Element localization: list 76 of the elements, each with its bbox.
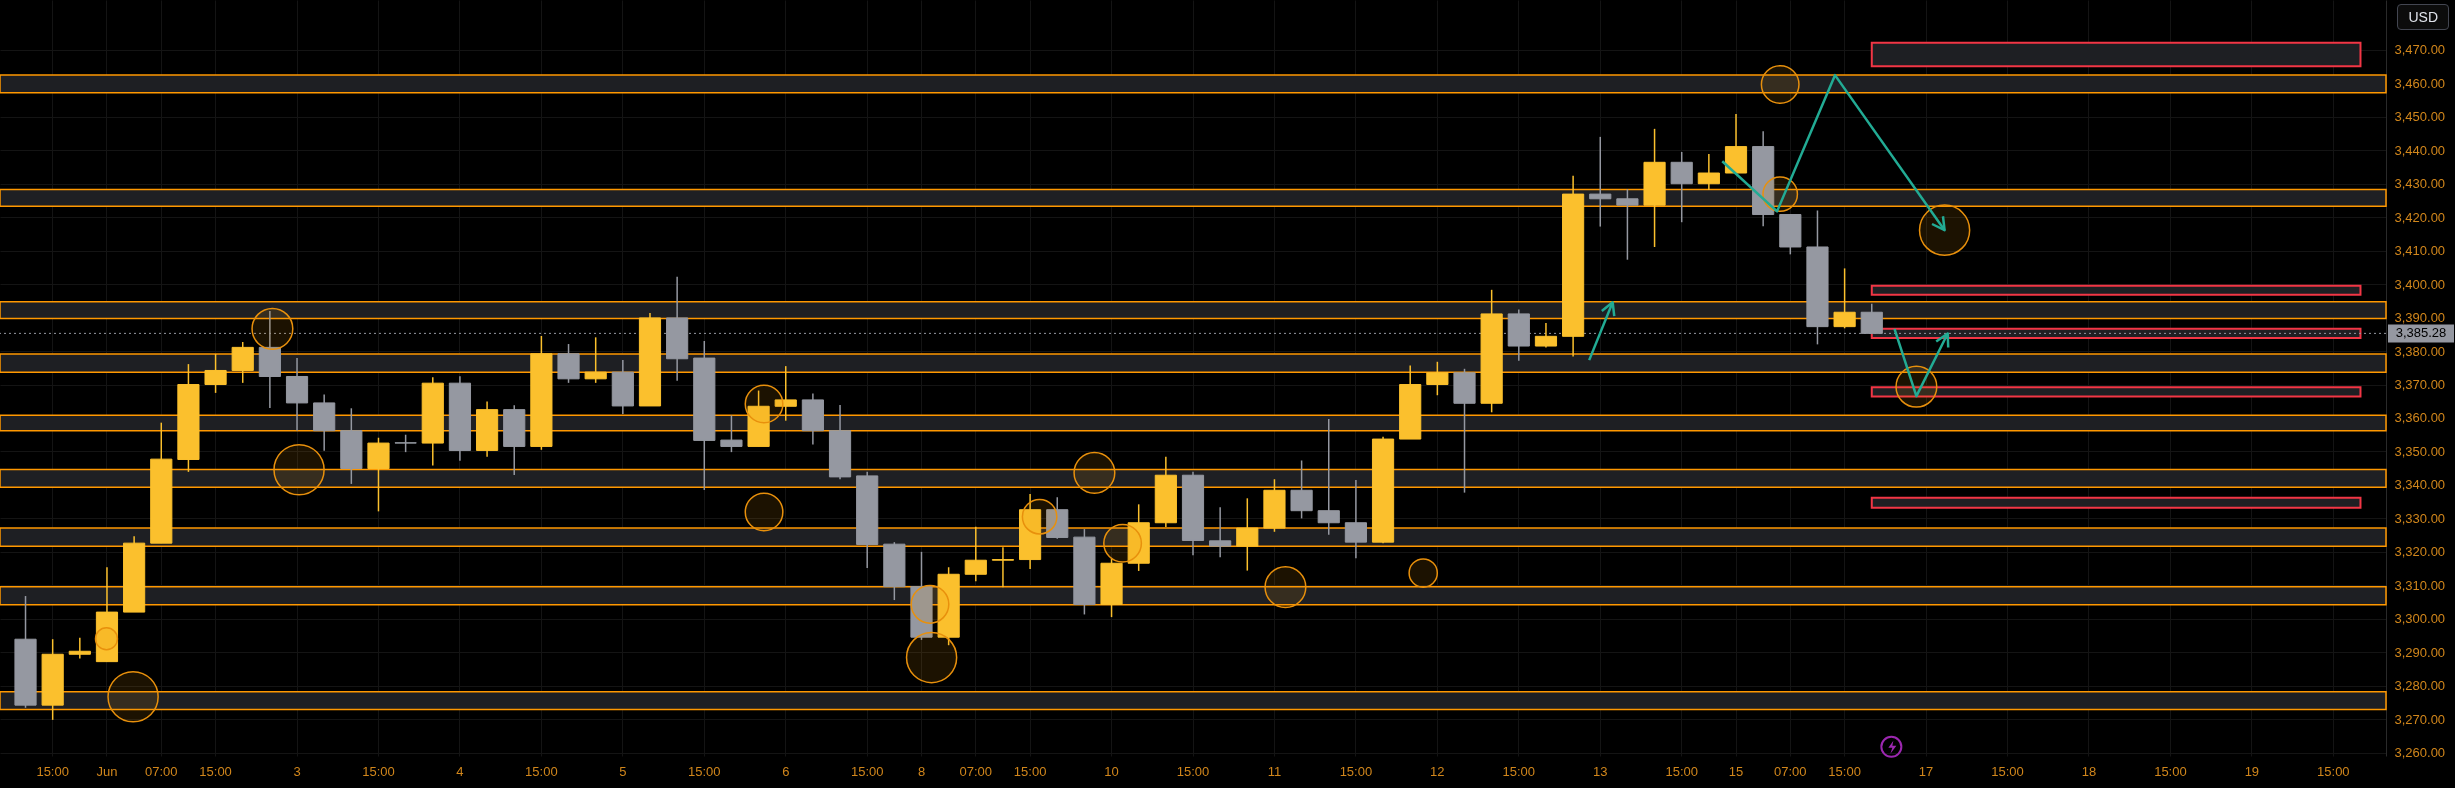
candlestick: [1833, 267, 1856, 330]
candlestick: [964, 526, 987, 583]
x-tick-label: 07:00: [1774, 763, 1807, 779]
text: USD: [2397, 4, 2449, 30]
candlestick: [1616, 188, 1639, 261]
x-tick-label: 15:00: [850, 763, 884, 779]
y-tick-label: 3,330.00: [2394, 510, 2446, 526]
x-tick-label: 3: [293, 763, 301, 779]
candlestick: [1670, 151, 1693, 223]
y-tick-label: 3,380.00: [2394, 343, 2446, 359]
x-tick-label: 15:00: [688, 763, 721, 779]
y-tick-label: 3,260.00: [2394, 745, 2446, 761]
x-tick-label: 15:00: [2317, 763, 2350, 779]
x-tick-label: 15: [1728, 763, 1744, 779]
x-tick-label: 17: [1918, 763, 1934, 779]
y-tick-label: 3,350.00: [2394, 443, 2446, 459]
x-tick-label: 6: [782, 763, 790, 779]
candlestick: [1697, 153, 1720, 191]
x-tick-label: 15:00: [199, 763, 232, 779]
y-tick-label: 3,310.00: [2394, 577, 2446, 593]
x-tick-label: 19: [2244, 763, 2260, 779]
y-tick-label: 3,430.00: [2394, 176, 2446, 192]
x-tick-label: 15:00: [1176, 763, 1210, 779]
x-tick-label: 15:00: [1828, 763, 1861, 779]
y-tick-label: 3,450.00: [2394, 109, 2446, 125]
y-tick-label: 3,440.00: [2394, 142, 2446, 158]
candlestick: [1534, 322, 1558, 349]
candlestick: [68, 637, 91, 660]
candlestick: [1317, 418, 1340, 536]
candlestick: [1290, 459, 1313, 520]
x-tick-label: 15:00: [1339, 763, 1373, 779]
y-tick-label: 3,410.00: [2394, 243, 2446, 259]
x-tick-label: 4: [456, 763, 464, 779]
x-tick-label: 11: [1267, 763, 1282, 779]
candlestick: [584, 336, 607, 384]
y-tick-label: 3,290.00: [2394, 644, 2446, 660]
x-tick-label: 07:00: [959, 763, 993, 779]
candlestick: [204, 353, 227, 394]
candlestick: [1236, 497, 1259, 572]
y-tick-label: 3,340.00: [2394, 477, 2446, 493]
y-tick-label: 3,360.00: [2394, 410, 2446, 426]
candlestick: [231, 341, 254, 384]
x-tick-label: 15:00: [1013, 763, 1047, 779]
x-tick-label: 15:00: [1991, 763, 2024, 779]
x-tick-label: 10: [1104, 763, 1119, 779]
y-tick-label: 3,470.00: [2394, 42, 2446, 58]
y-tick-label: 3,420.00: [2394, 209, 2446, 225]
candlestick: [774, 365, 797, 422]
x-tick-label: 15:00: [525, 763, 558, 779]
y-tick-label: 3,460.00: [2394, 75, 2446, 91]
x-tick-label: Jun: [96, 763, 118, 779]
y-tick-label: 3,400.00: [2394, 276, 2446, 292]
y-tick-label: 3,320.00: [2394, 544, 2446, 560]
y-tick-label: 3,370.00: [2394, 377, 2446, 393]
x-tick-label: 15:00: [36, 763, 69, 779]
x-tick-label: 5: [619, 763, 627, 779]
x-tick-label: 13: [1593, 763, 1608, 779]
candlestick: [1209, 506, 1232, 558]
x-tick-label: 15:00: [1502, 763, 1536, 779]
candlestick: [1344, 479, 1367, 559]
candlestick: [991, 546, 1015, 589]
y-tick-label: 3,390.00: [2394, 310, 2446, 326]
ref-line-label: 3,385.28: [2395, 325, 2447, 341]
y-tick-label: 3,300.00: [2394, 611, 2446, 627]
x-tick-label: 8: [917, 763, 926, 779]
candlestick: [1426, 361, 1449, 396]
candlestick: [720, 414, 743, 453]
x-tick-label: 12: [1430, 763, 1445, 779]
y-tick-label: 3,270.00: [2394, 711, 2446, 727]
candlestick: [1589, 136, 1612, 228]
x-tick-label: 15:00: [1665, 763, 1698, 779]
x-tick-label: 15:00: [2154, 763, 2187, 779]
x-tick-label: 18: [2081, 763, 2097, 779]
x-tick-label: 15:00: [362, 763, 395, 779]
x-tick-label: 07:00: [145, 763, 178, 779]
y-tick-label: 3,280.00: [2394, 678, 2446, 694]
